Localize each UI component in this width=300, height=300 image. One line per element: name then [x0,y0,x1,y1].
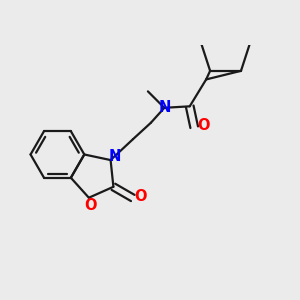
Text: O: O [84,198,97,213]
Text: N: N [109,149,121,164]
Text: N: N [158,100,170,115]
Text: O: O [134,189,146,204]
Text: O: O [197,118,209,133]
